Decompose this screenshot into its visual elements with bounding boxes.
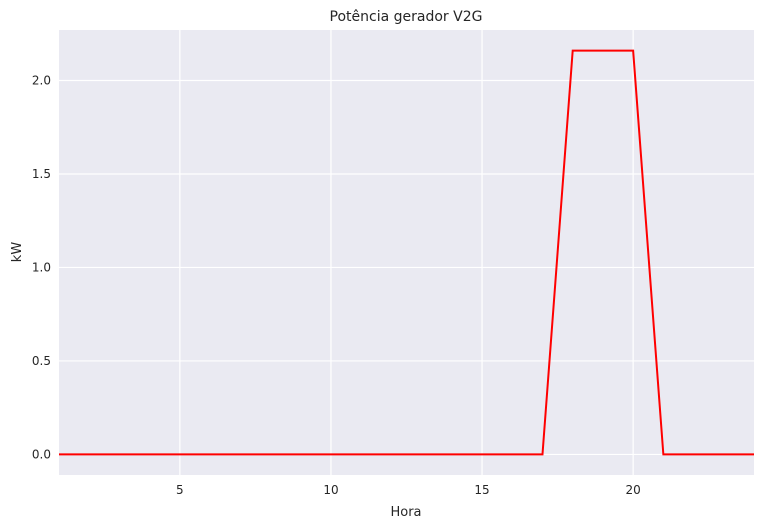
- x-tick-label: 15: [474, 483, 489, 497]
- series-layer: [59, 49, 754, 456]
- x-tick-label: 20: [625, 483, 640, 497]
- x-tick-label: 5: [176, 483, 184, 497]
- plot-area: [59, 30, 754, 475]
- y-axis-label: kW: [10, 242, 25, 263]
- y-tick-label: 1.0: [32, 260, 51, 274]
- series-line: [59, 49, 754, 456]
- y-tick-label: 0.0: [32, 447, 51, 461]
- y-tick-label: 2.0: [32, 73, 51, 87]
- x-tick-label: 10: [323, 483, 338, 497]
- tick-labels: 5 10 15 20 0.0 0.5 1.0 1.5 2.0: [32, 73, 641, 497]
- y-tick-label: 1.5: [32, 167, 51, 181]
- chart-title: Potência gerador V2G: [330, 9, 483, 25]
- x-axis-label: Hora: [390, 505, 421, 520]
- y-tick-label: 0.5: [32, 354, 51, 368]
